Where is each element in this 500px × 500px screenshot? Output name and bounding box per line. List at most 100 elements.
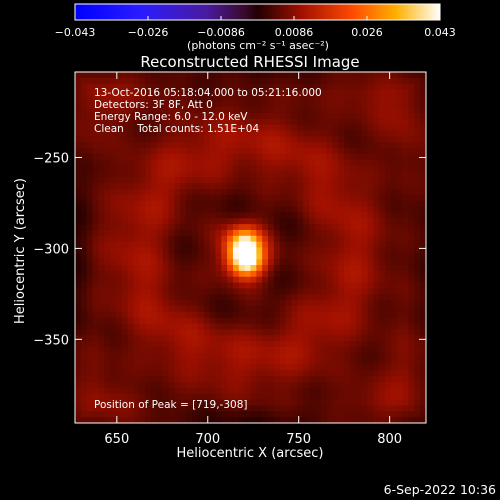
heatmap-cell: [227, 148, 234, 155]
heatmap-cell: [162, 235, 170, 243]
heatmap-cell: [273, 346, 281, 354]
heatmap-cell: [115, 311, 123, 319]
heatmap-cell: [151, 177, 158, 184]
heatmap-cell: [250, 241, 257, 249]
heatmap-cell: [151, 276, 158, 284]
heatmap-cell: [174, 306, 181, 313]
heatmap-cell: [402, 142, 410, 149]
heatmap-cell: [75, 212, 82, 219]
heatmap-cell: [238, 112, 246, 120]
heatmap-cell: [414, 270, 421, 278]
heatmap-cell: [373, 194, 380, 202]
heatmap-cell: [209, 300, 216, 307]
heatmap-cell: [373, 405, 380, 412]
heatmap-cell: [121, 72, 129, 79]
heatmap-cell: [227, 405, 234, 412]
heatmap-cell: [75, 276, 82, 284]
heatmap-cell: [80, 329, 88, 336]
heatmap-cell: [86, 358, 94, 366]
heatmap-cell: [326, 265, 333, 272]
heatmap-cell: [285, 112, 293, 120]
y-axis-label: Heliocentric Y (arcsec): [13, 178, 28, 324]
heatmap-cell: [367, 311, 374, 319]
heatmap-cell: [238, 229, 246, 237]
heatmap-cell: [98, 335, 105, 342]
heatmap-cell: [390, 200, 398, 208]
heatmap-cell: [297, 200, 304, 208]
heatmap-cell: [320, 276, 328, 284]
heatmap-cell: [186, 177, 193, 184]
heatmap-cell: [168, 130, 176, 137]
heatmap-cell: [133, 89, 140, 96]
heatmap-cell: [174, 177, 181, 184]
heatmap-cell: [344, 411, 351, 418]
heatmap-cell: [285, 288, 293, 295]
heatmap-cell: [385, 194, 392, 202]
heatmap-cell: [273, 370, 281, 377]
heatmap-cell: [115, 142, 123, 149]
heatmap-cell: [238, 118, 246, 126]
heatmap-cell: [338, 153, 345, 161]
heatmap-cell: [408, 405, 415, 412]
heatmap-cell: [156, 89, 164, 96]
heatmap-cell: [104, 165, 111, 173]
heatmap-cell: [285, 311, 293, 319]
heatmap-cell: [186, 282, 193, 290]
heatmap-cell: [180, 294, 187, 301]
heatmap-cell: [379, 171, 386, 178]
heatmap-cell: [361, 253, 369, 260]
heatmap-cell: [203, 259, 211, 266]
heatmap-cell: [203, 153, 211, 161]
heatmap-cell: [390, 411, 398, 418]
heatmap-cell: [92, 282, 99, 290]
heatmap-cell: [361, 153, 369, 161]
heatmap-cell: [133, 376, 140, 383]
heatmap-cell: [75, 142, 82, 149]
heatmap-cell: [151, 358, 158, 366]
heatmap-cell: [75, 411, 82, 418]
heatmap-cell: [408, 241, 415, 249]
heatmap-cell: [309, 417, 316, 423]
heatmap-cell: [338, 101, 345, 108]
heatmap-cell: [414, 72, 421, 79]
heatmap-cell: [332, 253, 339, 260]
heatmap-cell: [139, 288, 146, 295]
heatmap-cell: [168, 183, 176, 190]
heatmap-cell: [151, 282, 158, 290]
heatmap-cell: [221, 107, 228, 114]
heatmap-cell: [75, 77, 82, 85]
heatmap-cell: [355, 206, 363, 213]
heatmap-cell: [121, 370, 129, 377]
heatmap-cell: [227, 387, 234, 395]
heatmap-cell: [133, 346, 140, 354]
heatmap-cell: [238, 148, 246, 155]
heatmap-cell: [232, 165, 240, 173]
heatmap-cell: [250, 77, 257, 85]
heatmap-cell: [180, 300, 187, 307]
heatmap-cell: [320, 183, 328, 190]
heatmap-cell: [98, 352, 105, 360]
heatmap-cell: [373, 346, 380, 354]
heatmap-cell: [379, 253, 386, 260]
heatmap-cell: [75, 189, 82, 196]
heatmap-cell: [186, 364, 193, 371]
heatmap-cell: [221, 124, 228, 132]
heatmap-cell: [232, 317, 240, 325]
heatmap-cell: [314, 224, 322, 231]
heatmap-cell: [86, 341, 94, 348]
heatmap-cell: [396, 95, 404, 102]
heatmap-cell: [373, 235, 380, 243]
heatmap-cell: [332, 218, 339, 225]
heatmap-cell: [168, 411, 176, 418]
heatmap-cell: [420, 335, 426, 342]
heatmap-cell: [203, 89, 211, 96]
heatmap-cell: [162, 323, 170, 330]
heatmap-cell: [238, 399, 246, 407]
heatmap-cell: [309, 247, 316, 254]
heatmap-cell: [127, 323, 135, 330]
heatmap-cell: [314, 136, 322, 143]
heatmap-cell: [314, 95, 322, 102]
heatmap-cell: [355, 235, 363, 243]
heatmap-cell: [390, 311, 398, 319]
heatmap-cell: [332, 112, 339, 120]
